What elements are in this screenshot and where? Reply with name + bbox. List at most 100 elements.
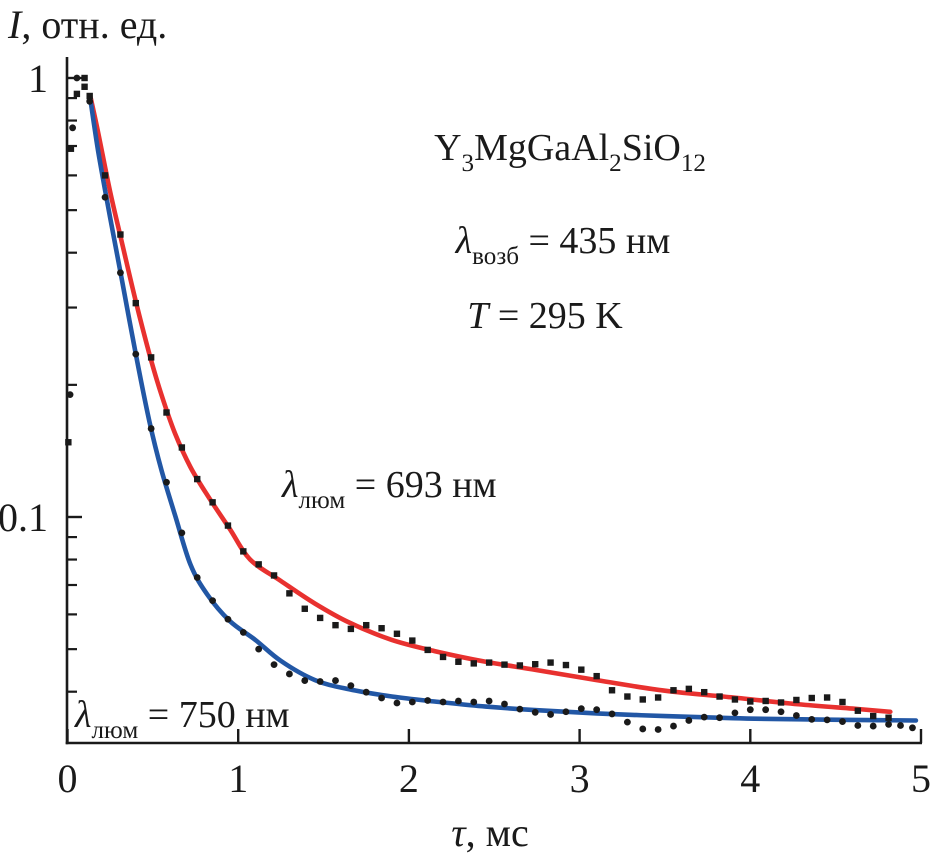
y-tick-label: 1 <box>28 56 48 101</box>
fit-line-693 <box>88 94 893 715</box>
fit-line-750 <box>88 97 919 723</box>
data-point-750 <box>823 716 831 724</box>
data-point-750 <box>101 193 109 201</box>
data-point-750 <box>531 708 539 716</box>
data-point-750 <box>501 700 508 708</box>
data-point-693 <box>562 661 570 669</box>
data-point-750 <box>378 694 385 702</box>
data-point-750 <box>393 699 401 707</box>
data-point-693 <box>286 590 293 597</box>
data-point-693 <box>132 299 139 307</box>
data-point-693 <box>578 666 585 673</box>
data-point-750 <box>147 425 155 432</box>
data-point-750 <box>239 628 247 636</box>
data-point-693 <box>424 646 431 654</box>
data-point-693 <box>86 92 93 100</box>
data-point-693 <box>777 699 785 706</box>
data-point-693 <box>332 621 339 629</box>
data-point-693 <box>839 698 846 706</box>
scatter-693 <box>65 74 892 721</box>
x-tick-label: 4 <box>740 756 760 801</box>
x-tick-label: 5 <box>911 756 931 801</box>
data-point-693 <box>117 231 124 238</box>
data-point-693 <box>593 672 600 680</box>
data-point-750 <box>792 712 800 719</box>
data-point-750 <box>897 722 904 729</box>
data-point-750 <box>69 124 77 132</box>
data-point-750 <box>716 714 723 722</box>
annotation-label-750: λлюм = 750 нм <box>74 694 290 744</box>
data-point-750 <box>909 724 916 732</box>
data-point-693 <box>731 696 739 703</box>
data-point-750 <box>869 722 877 730</box>
data-point-750 <box>654 726 662 733</box>
data-point-693 <box>854 707 862 714</box>
data-point-750 <box>286 670 293 678</box>
data-point-750 <box>408 698 416 706</box>
data-point-693 <box>67 145 75 152</box>
data-point-693 <box>347 625 355 633</box>
data-point-750 <box>839 718 846 725</box>
data-point-693 <box>470 660 477 667</box>
data-point-750 <box>86 97 94 105</box>
data-point-750 <box>485 697 493 705</box>
data-point-693 <box>240 548 247 555</box>
data-point-693 <box>81 74 88 82</box>
axis-labels: I, отн. ед. τ, мс <box>7 2 529 855</box>
data-point-693 <box>316 614 324 622</box>
data-point-750 <box>731 709 739 717</box>
data-point-750 <box>885 720 892 728</box>
fit-curve-693 <box>88 94 893 715</box>
data-point-693 <box>81 83 88 90</box>
data-point-693 <box>624 693 631 700</box>
data-point-750 <box>470 698 478 706</box>
data-point-693 <box>701 688 708 696</box>
data-point-693 <box>485 659 493 666</box>
data-point-750 <box>639 725 647 733</box>
data-point-693 <box>101 172 109 179</box>
data-point-750 <box>163 478 170 486</box>
data-point-750 <box>455 697 462 705</box>
data-point-693 <box>670 687 677 694</box>
data-point-750 <box>224 615 232 623</box>
data-point-693 <box>747 698 754 705</box>
data-point-693 <box>147 354 155 361</box>
annotation-label-693: λлюм = 693 нм <box>281 464 497 514</box>
data-point-693 <box>178 444 186 451</box>
data-point-693 <box>393 630 401 637</box>
data-point-750 <box>332 677 339 684</box>
data-point-693 <box>163 409 170 416</box>
data-point-750 <box>362 688 370 696</box>
data-point-693 <box>439 653 447 661</box>
data-point-750 <box>132 350 140 358</box>
data-point-693 <box>65 439 72 446</box>
data-point-693 <box>654 694 662 701</box>
data-point-750 <box>670 722 677 730</box>
data-point-750 <box>424 697 432 704</box>
data-point-750 <box>516 705 524 713</box>
data-point-693 <box>685 685 693 693</box>
fit-curve-750 <box>88 97 919 723</box>
data-point-693 <box>209 499 216 506</box>
data-point-750 <box>593 706 601 714</box>
plot-axes: 0 1 2 3 4 5 1 0.1 <box>0 56 931 801</box>
data-point-693 <box>762 697 769 705</box>
chart-annotations: Y3MgGaAl2SiO12 λвозб = 435 нм T = 295 K λлю… <box>74 127 706 744</box>
y-axis-title: I, отн. ед. <box>7 2 167 47</box>
y-tick-label: 0.1 <box>0 495 48 540</box>
annotation-formula: Y3MgGaAl2SiO12 <box>434 127 706 177</box>
data-point-750 <box>700 713 708 721</box>
data-point-750 <box>762 706 770 714</box>
data-point-693 <box>793 696 800 704</box>
data-point-693 <box>255 561 262 568</box>
data-point-693 <box>532 661 539 668</box>
data-point-750 <box>547 711 554 718</box>
data-point-693 <box>547 659 554 666</box>
x-tick-label: 0 <box>58 756 78 801</box>
data-point-750 <box>746 706 754 714</box>
data-point-750 <box>808 715 816 723</box>
annotation-temperature: T = 295 K <box>467 295 623 337</box>
data-point-693 <box>301 605 308 612</box>
x-tick-label: 1 <box>228 756 248 801</box>
